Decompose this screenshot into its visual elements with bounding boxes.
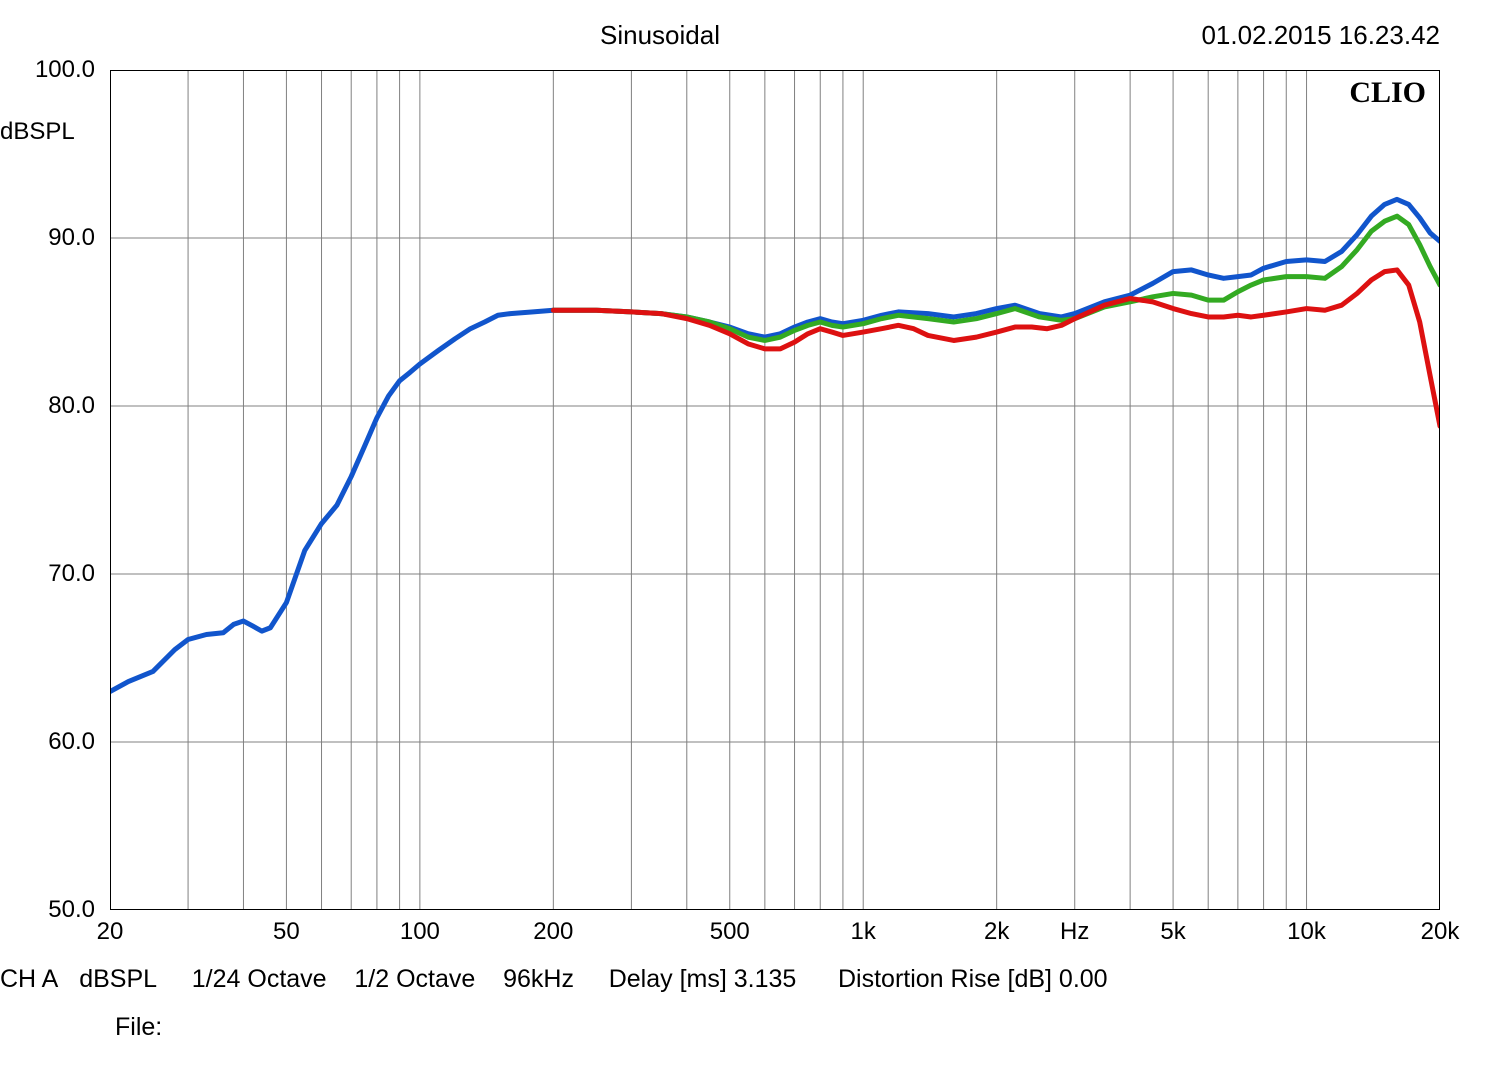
y-axis-ticks: 50.060.070.080.090.0100.0 xyxy=(0,70,105,910)
y-tick-label: 80.0 xyxy=(48,392,95,420)
x-tick-label: 100 xyxy=(400,918,440,946)
x-tick-label: 50 xyxy=(273,918,300,946)
delay-label: Delay [ms] xyxy=(609,965,727,993)
clio-watermark: CLIO xyxy=(1349,76,1426,110)
smoothing1-label: 1/24 Octave xyxy=(192,965,327,993)
chart-container: Sinusoidal 01.02.2015 16.23.42 dBSPL 50.… xyxy=(0,0,1500,1074)
x-axis-unit: Hz xyxy=(1060,918,1089,946)
x-tick-label: 1k xyxy=(851,918,876,946)
y-tick-label: 60.0 xyxy=(48,728,95,756)
dist-value: 0.00 xyxy=(1059,965,1108,993)
file-label: File: xyxy=(115,1013,162,1041)
x-tick-label: 5k xyxy=(1160,918,1185,946)
measurement-type: Sinusoidal xyxy=(600,20,720,51)
delay-value: 3.135 xyxy=(734,965,797,993)
sr-label: 96kHz xyxy=(503,965,574,993)
y-tick-label: 100.0 xyxy=(35,56,95,84)
plot-svg xyxy=(110,70,1440,910)
smoothing2-label: 1/2 Octave xyxy=(354,965,475,993)
y-tick-label: 70.0 xyxy=(48,560,95,588)
timestamp: 01.02.2015 16.23.42 xyxy=(1201,20,1440,51)
y-tick-label: 50.0 xyxy=(48,896,95,924)
unit-label: dBSPL xyxy=(79,965,157,993)
x-tick-label: 2k xyxy=(984,918,1009,946)
x-tick-label: 20 xyxy=(97,918,124,946)
x-tick-label: 200 xyxy=(533,918,573,946)
x-axis-ticks: 20501002005001k2k5k10k20kHz xyxy=(110,918,1440,958)
channel-label: CH A xyxy=(0,965,58,993)
x-tick-label: 20k xyxy=(1421,918,1460,946)
header: Sinusoidal 01.02.2015 16.23.42 xyxy=(0,20,1500,60)
plot-area: CLIO xyxy=(110,70,1440,910)
dist-label: Distortion Rise [dB] xyxy=(838,965,1052,993)
x-tick-label: 500 xyxy=(710,918,750,946)
footer-line1: CH A dBSPL 1/24 Octave 1/2 Octave 96kHz … xyxy=(0,965,1500,994)
y-tick-label: 90.0 xyxy=(48,224,95,252)
footer-line2: File: xyxy=(115,1013,162,1042)
x-tick-label: 10k xyxy=(1287,918,1326,946)
